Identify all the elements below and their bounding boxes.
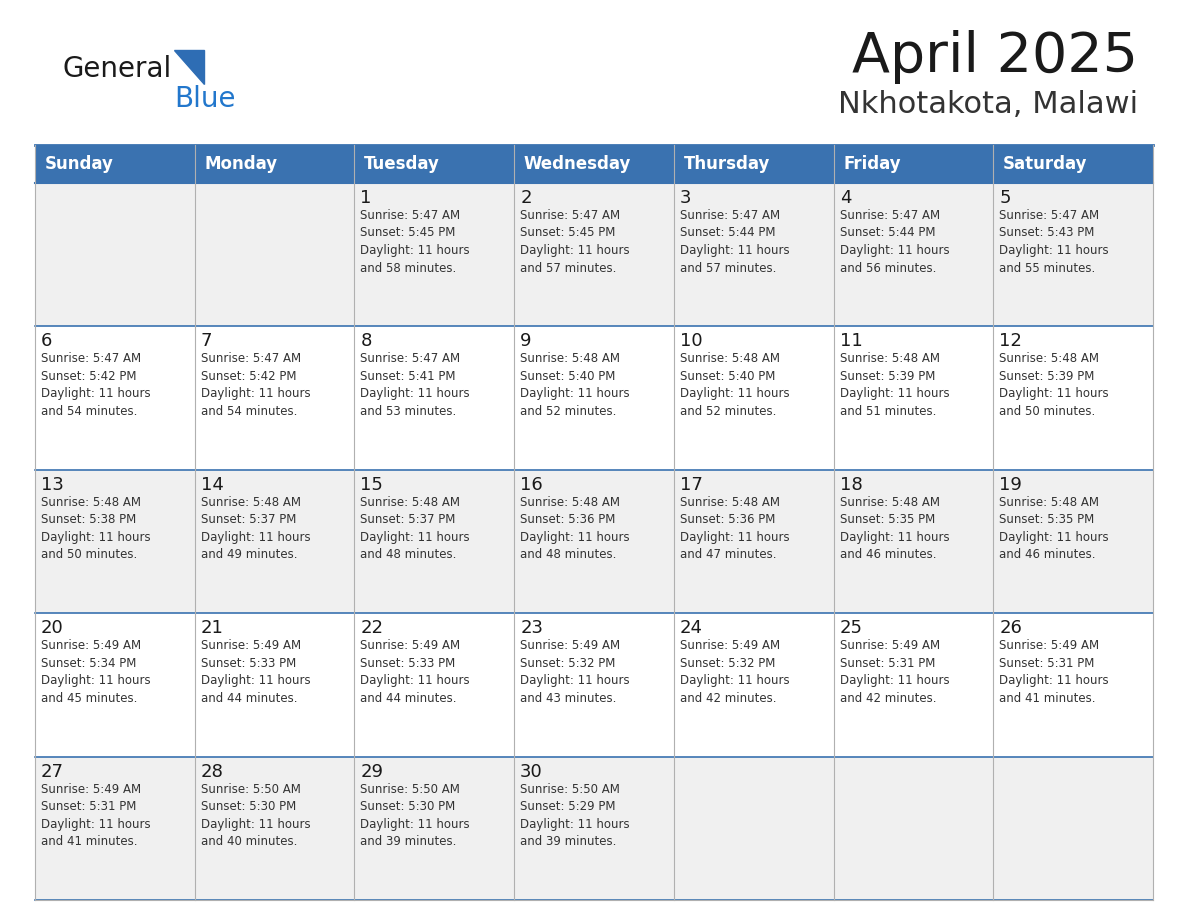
- Text: Monday: Monday: [204, 155, 278, 173]
- Text: 27: 27: [42, 763, 64, 780]
- Text: 18: 18: [840, 476, 862, 494]
- Bar: [34, 183, 1154, 327]
- Text: Sunrise: 5:48 AM
Sunset: 5:39 PM
Daylight: 11 hours
and 51 minutes.: Sunrise: 5:48 AM Sunset: 5:39 PM Dayligh…: [840, 353, 949, 418]
- Text: Sunrise: 5:49 AM
Sunset: 5:31 PM
Daylight: 11 hours
and 41 minutes.: Sunrise: 5:49 AM Sunset: 5:31 PM Dayligh…: [42, 783, 151, 848]
- Text: Sunrise: 5:48 AM
Sunset: 5:37 PM
Daylight: 11 hours
and 48 minutes.: Sunrise: 5:48 AM Sunset: 5:37 PM Dayligh…: [360, 496, 470, 561]
- Text: Sunrise: 5:48 AM
Sunset: 5:35 PM
Daylight: 11 hours
and 46 minutes.: Sunrise: 5:48 AM Sunset: 5:35 PM Dayligh…: [840, 496, 949, 561]
- Text: Sunrise: 5:47 AM
Sunset: 5:41 PM
Daylight: 11 hours
and 53 minutes.: Sunrise: 5:47 AM Sunset: 5:41 PM Dayligh…: [360, 353, 470, 418]
- Text: Sunrise: 5:49 AM
Sunset: 5:32 PM
Daylight: 11 hours
and 42 minutes.: Sunrise: 5:49 AM Sunset: 5:32 PM Dayligh…: [680, 639, 790, 705]
- Text: Sunrise: 5:48 AM
Sunset: 5:35 PM
Daylight: 11 hours
and 46 minutes.: Sunrise: 5:48 AM Sunset: 5:35 PM Dayligh…: [999, 496, 1108, 561]
- Text: Sunrise: 5:50 AM
Sunset: 5:30 PM
Daylight: 11 hours
and 39 minutes.: Sunrise: 5:50 AM Sunset: 5:30 PM Dayligh…: [360, 783, 470, 848]
- Text: 4: 4: [840, 189, 851, 207]
- Bar: [34, 756, 1154, 900]
- Text: Sunrise: 5:47 AM
Sunset: 5:43 PM
Daylight: 11 hours
and 55 minutes.: Sunrise: 5:47 AM Sunset: 5:43 PM Dayligh…: [999, 209, 1108, 274]
- Text: 17: 17: [680, 476, 703, 494]
- Text: 2: 2: [520, 189, 532, 207]
- Text: Sunrise: 5:48 AM
Sunset: 5:40 PM
Daylight: 11 hours
and 52 minutes.: Sunrise: 5:48 AM Sunset: 5:40 PM Dayligh…: [680, 353, 790, 418]
- Text: Sunrise: 5:48 AM
Sunset: 5:37 PM
Daylight: 11 hours
and 49 minutes.: Sunrise: 5:48 AM Sunset: 5:37 PM Dayligh…: [201, 496, 310, 561]
- Text: Sunrise: 5:47 AM
Sunset: 5:45 PM
Daylight: 11 hours
and 57 minutes.: Sunrise: 5:47 AM Sunset: 5:45 PM Dayligh…: [520, 209, 630, 274]
- Bar: [34, 613, 1154, 756]
- Text: 20: 20: [42, 620, 64, 637]
- Text: 29: 29: [360, 763, 384, 780]
- Text: Sunrise: 5:49 AM
Sunset: 5:31 PM
Daylight: 11 hours
and 41 minutes.: Sunrise: 5:49 AM Sunset: 5:31 PM Dayligh…: [999, 639, 1108, 705]
- Text: Sunrise: 5:49 AM
Sunset: 5:33 PM
Daylight: 11 hours
and 44 minutes.: Sunrise: 5:49 AM Sunset: 5:33 PM Dayligh…: [360, 639, 470, 705]
- Text: Sunrise: 5:47 AM
Sunset: 5:42 PM
Daylight: 11 hours
and 54 minutes.: Sunrise: 5:47 AM Sunset: 5:42 PM Dayligh…: [201, 353, 310, 418]
- Text: General: General: [62, 55, 171, 83]
- Text: Sunrise: 5:48 AM
Sunset: 5:38 PM
Daylight: 11 hours
and 50 minutes.: Sunrise: 5:48 AM Sunset: 5:38 PM Dayligh…: [42, 496, 151, 561]
- Text: Sunrise: 5:48 AM
Sunset: 5:36 PM
Daylight: 11 hours
and 47 minutes.: Sunrise: 5:48 AM Sunset: 5:36 PM Dayligh…: [680, 496, 790, 561]
- Text: Sunrise: 5:50 AM
Sunset: 5:29 PM
Daylight: 11 hours
and 39 minutes.: Sunrise: 5:50 AM Sunset: 5:29 PM Dayligh…: [520, 783, 630, 848]
- Text: 9: 9: [520, 332, 532, 351]
- Text: 19: 19: [999, 476, 1022, 494]
- Text: 8: 8: [360, 332, 372, 351]
- Text: Tuesday: Tuesday: [364, 155, 440, 173]
- Text: 7: 7: [201, 332, 213, 351]
- Text: 6: 6: [42, 332, 52, 351]
- Bar: [34, 470, 1154, 613]
- Text: 3: 3: [680, 189, 691, 207]
- Text: 28: 28: [201, 763, 223, 780]
- Text: Sunrise: 5:48 AM
Sunset: 5:36 PM
Daylight: 11 hours
and 48 minutes.: Sunrise: 5:48 AM Sunset: 5:36 PM Dayligh…: [520, 496, 630, 561]
- Text: Sunrise: 5:48 AM
Sunset: 5:39 PM
Daylight: 11 hours
and 50 minutes.: Sunrise: 5:48 AM Sunset: 5:39 PM Dayligh…: [999, 353, 1108, 418]
- Text: 13: 13: [42, 476, 64, 494]
- Text: Sunrise: 5:47 AM
Sunset: 5:44 PM
Daylight: 11 hours
and 56 minutes.: Sunrise: 5:47 AM Sunset: 5:44 PM Dayligh…: [840, 209, 949, 274]
- Text: Sunrise: 5:48 AM
Sunset: 5:40 PM
Daylight: 11 hours
and 52 minutes.: Sunrise: 5:48 AM Sunset: 5:40 PM Dayligh…: [520, 353, 630, 418]
- Text: 23: 23: [520, 620, 543, 637]
- Text: 14: 14: [201, 476, 223, 494]
- Text: 30: 30: [520, 763, 543, 780]
- Bar: [34, 327, 1154, 470]
- Text: 25: 25: [840, 620, 862, 637]
- Text: 22: 22: [360, 620, 384, 637]
- Text: 16: 16: [520, 476, 543, 494]
- Text: Sunrise: 5:47 AM
Sunset: 5:45 PM
Daylight: 11 hours
and 58 minutes.: Sunrise: 5:47 AM Sunset: 5:45 PM Dayligh…: [360, 209, 470, 274]
- Text: Nkhotakota, Malawi: Nkhotakota, Malawi: [838, 90, 1138, 119]
- Text: 10: 10: [680, 332, 702, 351]
- Text: 12: 12: [999, 332, 1022, 351]
- Text: 1: 1: [360, 189, 372, 207]
- Polygon shape: [173, 50, 204, 84]
- Text: Sunrise: 5:47 AM
Sunset: 5:44 PM
Daylight: 11 hours
and 57 minutes.: Sunrise: 5:47 AM Sunset: 5:44 PM Dayligh…: [680, 209, 790, 274]
- Text: 5: 5: [999, 189, 1011, 207]
- Text: Wednesday: Wednesday: [524, 155, 631, 173]
- Text: 21: 21: [201, 620, 223, 637]
- Text: Thursday: Thursday: [683, 155, 770, 173]
- Text: Sunrise: 5:49 AM
Sunset: 5:34 PM
Daylight: 11 hours
and 45 minutes.: Sunrise: 5:49 AM Sunset: 5:34 PM Dayligh…: [42, 639, 151, 705]
- Text: Sunrise: 5:49 AM
Sunset: 5:31 PM
Daylight: 11 hours
and 42 minutes.: Sunrise: 5:49 AM Sunset: 5:31 PM Dayligh…: [840, 639, 949, 705]
- Text: Friday: Friday: [843, 155, 901, 173]
- Text: Blue: Blue: [173, 85, 235, 113]
- Text: Sunrise: 5:49 AM
Sunset: 5:33 PM
Daylight: 11 hours
and 44 minutes.: Sunrise: 5:49 AM Sunset: 5:33 PM Dayligh…: [201, 639, 310, 705]
- Bar: [34, 145, 1154, 183]
- Text: 15: 15: [360, 476, 384, 494]
- Text: Sunrise: 5:50 AM
Sunset: 5:30 PM
Daylight: 11 hours
and 40 minutes.: Sunrise: 5:50 AM Sunset: 5:30 PM Dayligh…: [201, 783, 310, 848]
- Text: Saturday: Saturday: [1003, 155, 1087, 173]
- Text: 11: 11: [840, 332, 862, 351]
- Text: April 2025: April 2025: [852, 30, 1138, 84]
- Text: Sunrise: 5:49 AM
Sunset: 5:32 PM
Daylight: 11 hours
and 43 minutes.: Sunrise: 5:49 AM Sunset: 5:32 PM Dayligh…: [520, 639, 630, 705]
- Text: Sunday: Sunday: [45, 155, 114, 173]
- Text: 24: 24: [680, 620, 703, 637]
- Text: Sunrise: 5:47 AM
Sunset: 5:42 PM
Daylight: 11 hours
and 54 minutes.: Sunrise: 5:47 AM Sunset: 5:42 PM Dayligh…: [42, 353, 151, 418]
- Text: 26: 26: [999, 620, 1022, 637]
